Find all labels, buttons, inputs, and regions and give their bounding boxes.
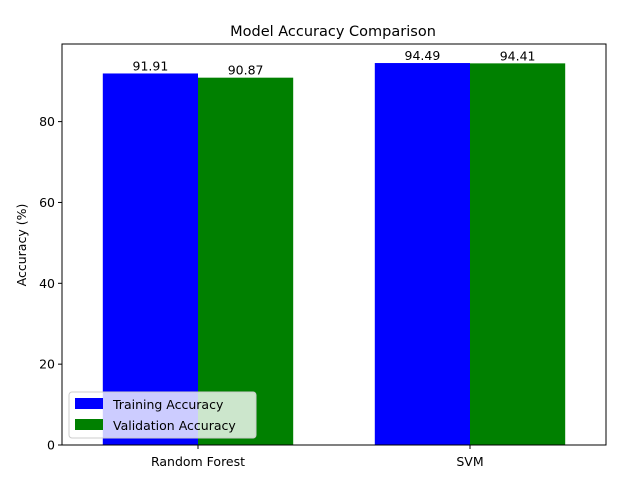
bar-1-0 bbox=[198, 77, 294, 446]
legend-swatch-validation bbox=[75, 419, 103, 430]
plot-frame bbox=[61, 43, 607, 446]
legend-label-training: Training Accuracy bbox=[112, 397, 224, 412]
y-tick-label: 40 bbox=[39, 276, 55, 291]
bar-0-0 bbox=[102, 73, 198, 445]
y-axis-label: Accuracy (%) bbox=[14, 204, 29, 287]
legend-swatch-training bbox=[75, 398, 103, 409]
y-tick-label: 60 bbox=[39, 195, 55, 210]
bar-value-label: 91.91 bbox=[133, 58, 169, 73]
bars-group bbox=[102, 63, 566, 446]
value-labels-group: 91.91 94.49 90.87 94.41 bbox=[133, 48, 536, 78]
x-tick-label: SVM bbox=[456, 454, 483, 469]
bar-value-label: 90.87 bbox=[228, 63, 264, 78]
bar-value-label: 94.41 bbox=[500, 48, 536, 63]
bar-value-label: 94.49 bbox=[405, 48, 441, 63]
bar-1-1 bbox=[470, 63, 566, 446]
y-tick-label: 80 bbox=[39, 114, 55, 129]
y-tick-label: 20 bbox=[39, 357, 55, 372]
y-tick-label: 0 bbox=[47, 438, 55, 453]
chart-title: Model Accuracy Comparison bbox=[230, 24, 436, 40]
y-ticks-group: 0 20 40 60 80 bbox=[39, 114, 62, 453]
legend-label-validation: Validation Accuracy bbox=[113, 418, 236, 433]
x-tick-label: Random Forest bbox=[151, 454, 245, 469]
x-ticks-group: Random Forest SVM bbox=[151, 445, 484, 469]
bar-0-1 bbox=[374, 63, 470, 445]
legend-box bbox=[68, 391, 257, 439]
legend: Training Accuracy Validation Accuracy bbox=[68, 391, 257, 439]
